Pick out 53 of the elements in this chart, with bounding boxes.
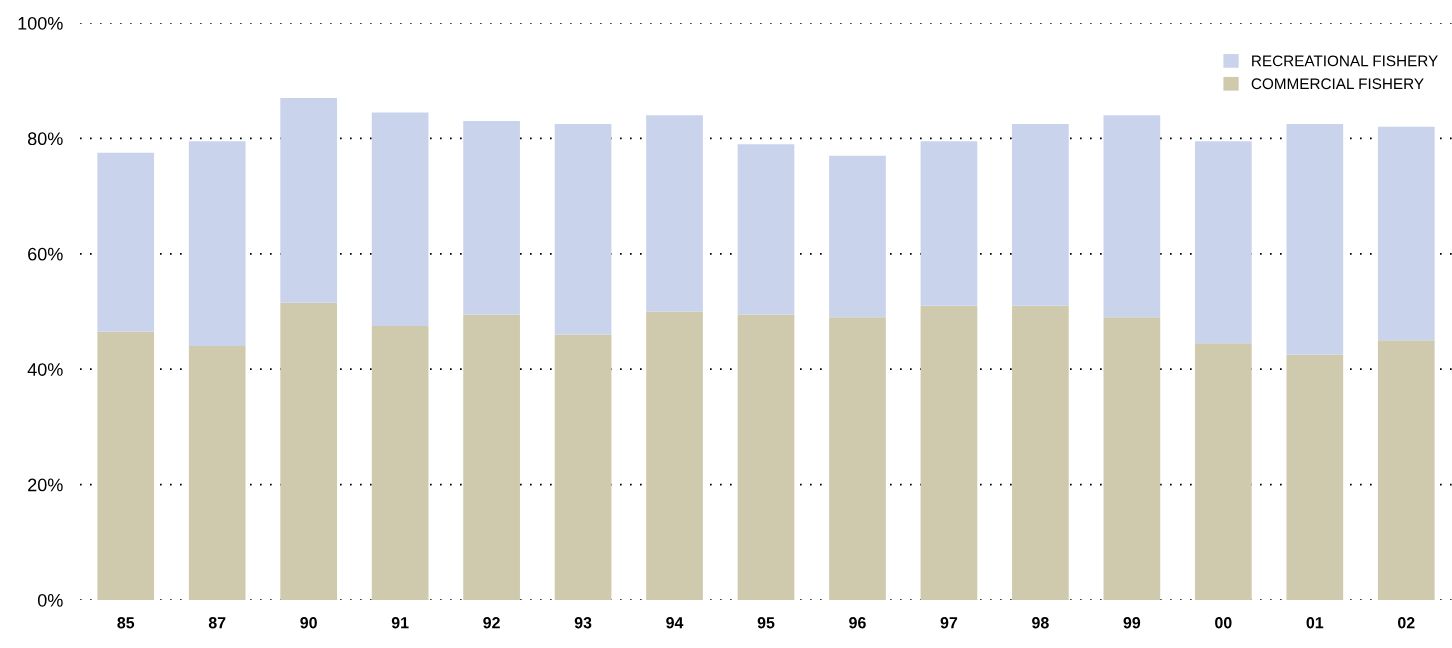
x-tick-label: 85 xyxy=(117,617,135,629)
bar xyxy=(1103,317,1161,600)
bar xyxy=(371,112,429,326)
y-tick-label: 100% xyxy=(18,16,63,30)
bar xyxy=(188,141,246,347)
bar xyxy=(371,325,429,600)
x-tick-label: 97 xyxy=(940,617,958,629)
bar xyxy=(1012,123,1069,306)
bar xyxy=(554,123,612,335)
x-tick-label: 92 xyxy=(483,617,500,629)
bar xyxy=(280,98,338,303)
bar xyxy=(829,155,886,318)
x-tick-label: 01 xyxy=(1306,617,1324,629)
bar xyxy=(463,314,520,600)
bar xyxy=(188,346,246,600)
y-tick-label: 20% xyxy=(28,478,63,492)
bar xyxy=(1377,340,1435,600)
y-tick-label: 80% xyxy=(27,132,63,146)
bar xyxy=(1194,343,1252,600)
bar xyxy=(920,305,978,600)
x-tick-label: 87 xyxy=(208,617,226,629)
bar xyxy=(646,115,703,312)
legend-label: RECREATIONAL FISHERY xyxy=(1252,55,1438,67)
y-tick-label: 60% xyxy=(28,247,63,261)
x-tick-label: 91 xyxy=(391,617,409,629)
x-tick-label: 96 xyxy=(849,617,866,629)
bar xyxy=(737,314,795,600)
bar xyxy=(1377,126,1435,341)
bar xyxy=(97,331,155,600)
x-tick-label: 00 xyxy=(1215,617,1232,629)
bar xyxy=(1286,123,1344,355)
y-tick-label: 40% xyxy=(27,363,63,376)
bar xyxy=(1194,141,1252,344)
x-tick-label: 99 xyxy=(1123,617,1141,629)
x-tick-label: 93 xyxy=(574,617,592,629)
bar xyxy=(1286,354,1344,600)
bar xyxy=(1012,305,1069,600)
x-tick-label: 94 xyxy=(666,617,684,629)
x-tick-label: 98 xyxy=(1032,617,1049,629)
x-tick-label: 90 xyxy=(300,617,317,629)
bar xyxy=(463,121,520,315)
bar xyxy=(920,141,978,306)
bar xyxy=(1103,115,1161,318)
bar xyxy=(737,144,795,315)
x-tick-label: 95 xyxy=(757,617,775,629)
bar xyxy=(646,311,703,600)
bar xyxy=(280,302,338,600)
x-tick-label: 02 xyxy=(1398,617,1415,629)
legend-label: COMMERCIAL FISHERY xyxy=(1251,78,1424,90)
y-tick-label: 0% xyxy=(37,593,63,607)
bar xyxy=(829,317,886,600)
bar xyxy=(97,152,155,332)
bar xyxy=(554,334,612,600)
